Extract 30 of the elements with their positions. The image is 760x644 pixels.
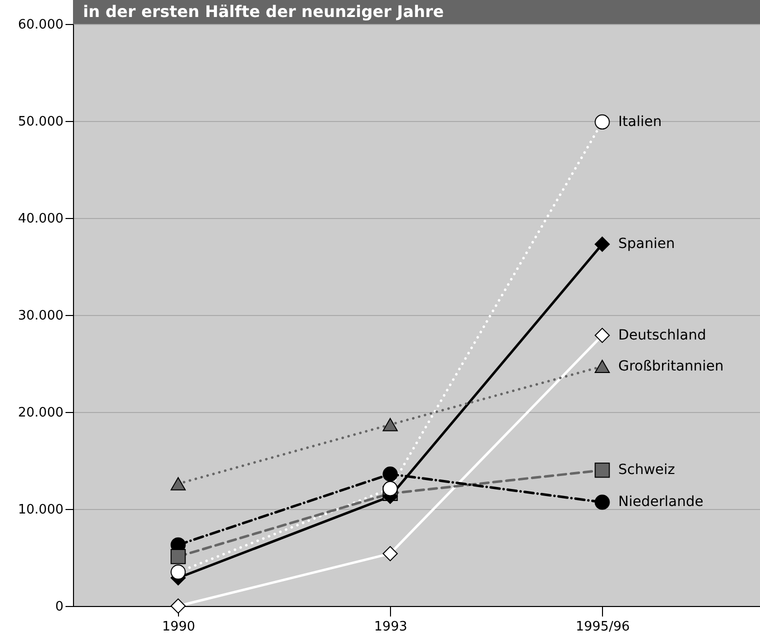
- y-tick-label: 0: [55, 600, 64, 614]
- point: [594, 494, 610, 510]
- point: [594, 360, 610, 374]
- point: [170, 548, 186, 564]
- point: [594, 328, 610, 343]
- series-label: Spanien: [618, 236, 675, 252]
- series-label: Niederlande: [618, 494, 704, 510]
- series-label: Schweiz: [618, 462, 676, 478]
- point: [382, 466, 398, 482]
- y-tick-label: 40.000: [18, 212, 64, 226]
- y-tick-label: 10.000: [18, 502, 64, 518]
- point: [382, 418, 398, 432]
- point: [594, 236, 610, 252]
- y-tick-label: 30.000: [18, 308, 64, 324]
- x-tick-label: 1995/96: [576, 620, 630, 634]
- x-tick-label: 1993: [374, 620, 408, 634]
- point: [382, 546, 398, 562]
- point: [594, 114, 610, 130]
- y-tick-label: 60.000: [18, 18, 64, 32]
- x-tick-label: 1990: [162, 620, 196, 634]
- chart-title: in der ersten Hälfte der neunziger Jahre: [73, 0, 760, 24]
- point: [594, 462, 610, 478]
- series-label: Deutschland: [618, 327, 706, 344]
- series-label: Großbritannien: [618, 358, 724, 374]
- point: [170, 564, 186, 580]
- y-tick-label: 20.000: [18, 406, 64, 420]
- point: [170, 598, 186, 614]
- y-tick-label: 50.000: [18, 114, 64, 130]
- point: [170, 477, 186, 490]
- series-label: Italien: [618, 114, 662, 130]
